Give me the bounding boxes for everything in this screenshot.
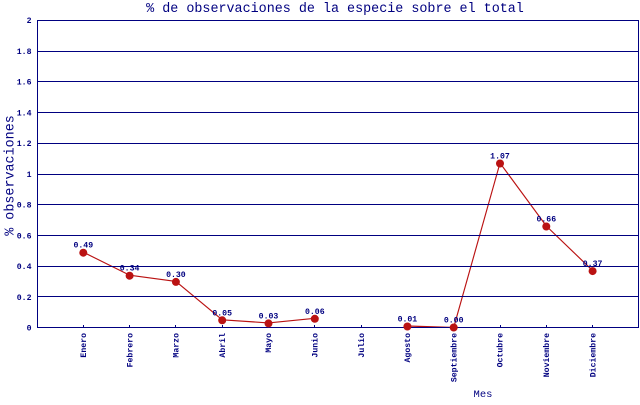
svg-text:Septiembre: Septiembre bbox=[449, 333, 459, 382]
svg-text:0.34: 0.34 bbox=[120, 265, 140, 274]
svg-text:Enero: Enero bbox=[80, 333, 89, 358]
svg-text:0.06: 0.06 bbox=[305, 308, 325, 317]
svg-text:0.05: 0.05 bbox=[212, 309, 232, 318]
svg-text:Noviembre: Noviembre bbox=[542, 333, 552, 377]
svg-text:0.2: 0.2 bbox=[17, 294, 32, 303]
svg-text:0.00: 0.00 bbox=[444, 317, 464, 326]
svg-text:Marzo: Marzo bbox=[173, 333, 182, 358]
svg-text:Febrero: Febrero bbox=[125, 333, 135, 367]
svg-text:1: 1 bbox=[27, 171, 32, 180]
svg-text:0.01: 0.01 bbox=[398, 316, 418, 325]
svg-text:2: 2 bbox=[27, 17, 32, 26]
svg-text:1.8: 1.8 bbox=[17, 48, 32, 57]
svg-text:1.4: 1.4 bbox=[17, 110, 32, 119]
svg-text:% observaciones: % observaciones bbox=[4, 115, 19, 236]
svg-text:0.37: 0.37 bbox=[583, 260, 603, 269]
svg-text:Julio: Julio bbox=[357, 333, 367, 358]
svg-text:Mayo: Mayo bbox=[265, 333, 274, 353]
svg-text:% de observaciones de la espec: % de observaciones de la especie sobre e… bbox=[146, 2, 524, 17]
svg-text:Agosto: Agosto bbox=[404, 333, 413, 363]
svg-text:Diciembre: Diciembre bbox=[588, 333, 598, 377]
svg-text:0: 0 bbox=[27, 325, 32, 334]
svg-text:Abril: Abril bbox=[218, 333, 228, 358]
svg-text:1.6: 1.6 bbox=[17, 79, 32, 88]
svg-text:0.49: 0.49 bbox=[73, 242, 93, 251]
svg-text:1.2: 1.2 bbox=[17, 140, 32, 149]
svg-text:1.07: 1.07 bbox=[490, 153, 510, 162]
svg-text:Octubre: Octubre bbox=[496, 333, 506, 367]
svg-text:0.4: 0.4 bbox=[17, 263, 32, 272]
svg-text:Mes: Mes bbox=[474, 389, 493, 400]
svg-text:0.66: 0.66 bbox=[536, 216, 556, 225]
svg-text:Junio: Junio bbox=[311, 333, 321, 358]
svg-text:0.03: 0.03 bbox=[259, 312, 279, 321]
svg-text:0.8: 0.8 bbox=[17, 202, 32, 211]
svg-text:0.6: 0.6 bbox=[17, 233, 32, 242]
svg-text:0.30: 0.30 bbox=[166, 271, 186, 280]
